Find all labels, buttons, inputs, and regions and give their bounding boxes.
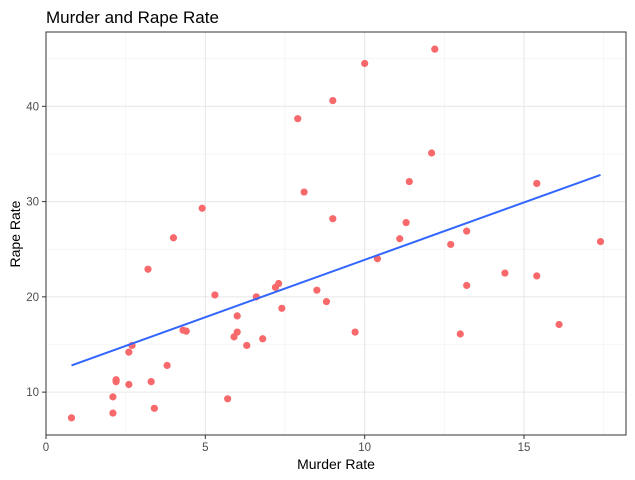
- plot-border: [45, 31, 627, 436]
- data-point: [463, 227, 471, 235]
- data-point: [233, 328, 241, 336]
- x-tick-label: 15: [518, 442, 531, 454]
- data-point: [259, 335, 267, 343]
- data-point: [211, 291, 219, 299]
- data-point: [361, 59, 369, 68]
- data-point: [533, 179, 541, 188]
- data-point: [163, 361, 171, 370]
- data-point: [501, 269, 509, 277]
- data-point: [147, 378, 155, 386]
- x-tick-label: 0: [43, 442, 49, 454]
- axis-ticks: 0 5 10 15 10 20 30 40: [26, 101, 530, 454]
- data-point: [329, 215, 337, 223]
- data-point: [233, 312, 241, 320]
- data-point: [431, 45, 439, 53]
- data-point: [463, 281, 471, 290]
- data-point: [109, 393, 117, 401]
- regression-line: [71, 173, 601, 367]
- y-axis-label: Rape Rate: [7, 200, 23, 267]
- chart-title: Murder and Rape Rate: [46, 8, 219, 27]
- y-tick-label: 40: [26, 101, 39, 113]
- data-point: [428, 149, 436, 157]
- data-point: [243, 341, 251, 350]
- data-point: [300, 188, 308, 196]
- data-point: [198, 204, 206, 212]
- grid-lines: [45, 32, 626, 435]
- data-point: [169, 234, 178, 242]
- data-point: [533, 272, 541, 280]
- data-point: [322, 298, 331, 306]
- data-point: [294, 115, 302, 123]
- data-point: [182, 327, 190, 335]
- fit-line-group: [71, 173, 601, 367]
- data-point: [447, 240, 455, 249]
- data-point: [109, 409, 117, 417]
- data-point: [150, 404, 158, 412]
- data-point: [456, 330, 464, 338]
- x-tick-label: 5: [202, 442, 208, 454]
- data-point: [112, 376, 120, 384]
- y-tick-label: 30: [26, 197, 39, 209]
- data-point: [402, 218, 410, 227]
- data-point: [67, 414, 76, 422]
- data-point: [125, 380, 133, 389]
- y-tick-label: 20: [26, 292, 39, 304]
- data-point: [329, 96, 337, 105]
- data-point: [596, 237, 605, 246]
- data-point: [351, 328, 359, 336]
- data-point: [144, 265, 152, 273]
- data-point: [224, 395, 232, 403]
- data-point: [313, 286, 321, 294]
- data-point: [125, 348, 133, 356]
- x-axis-label: Murder Rate: [297, 456, 375, 472]
- data-point: [396, 235, 404, 243]
- y-tick-label: 10: [26, 387, 39, 399]
- data-point: [275, 279, 283, 288]
- data-point: [278, 304, 286, 312]
- data-point: [405, 177, 413, 186]
- x-tick-label: 10: [358, 442, 371, 454]
- data-point: [555, 320, 563, 329]
